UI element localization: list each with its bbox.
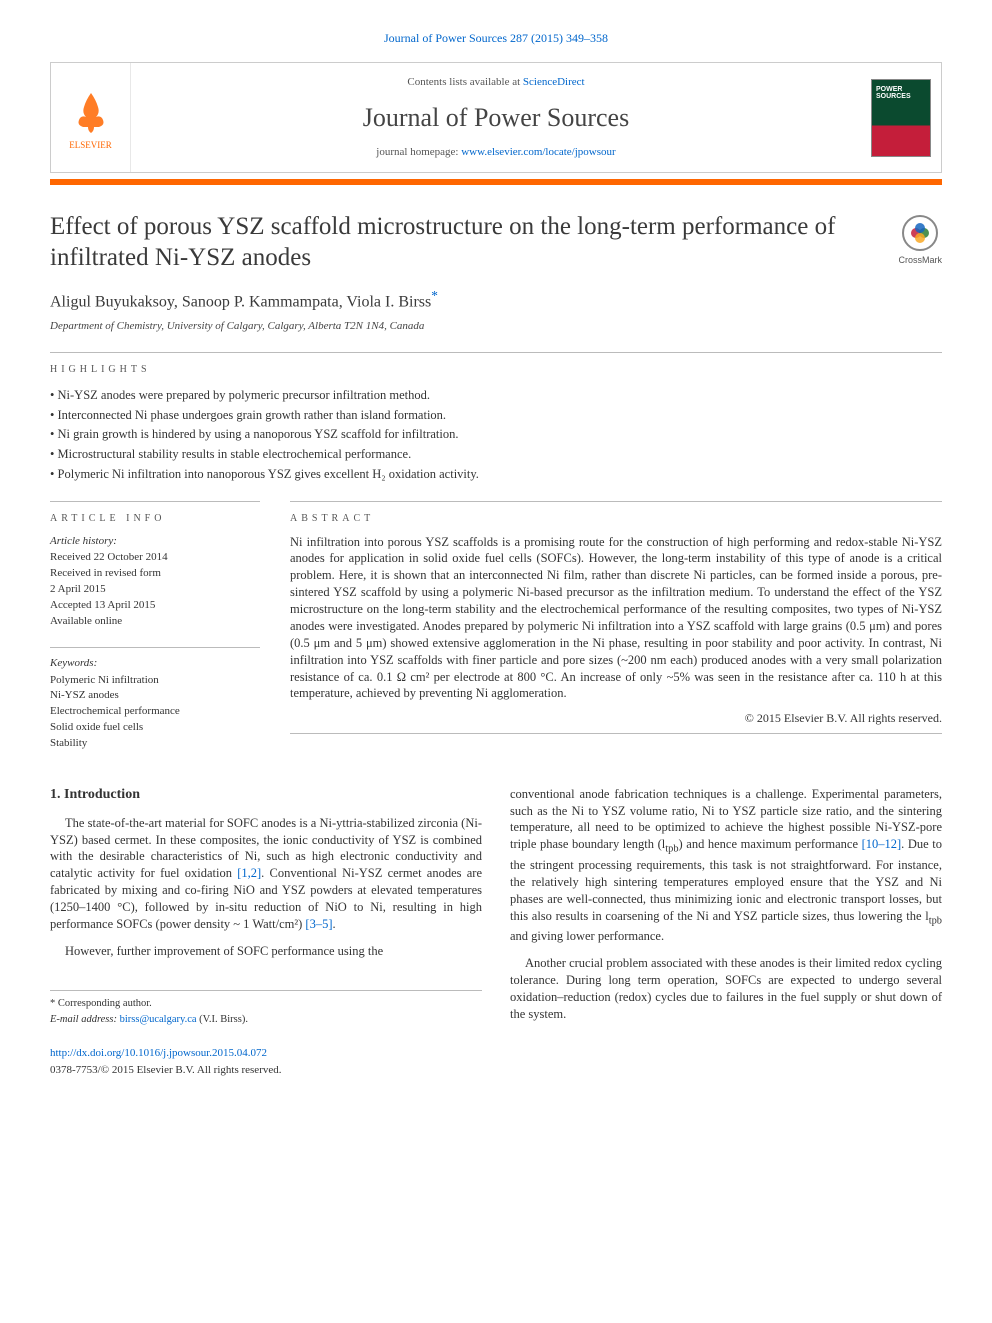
history-heading: Article history: [50,534,260,549]
footnote-block: * Corresponding author. E-mail address: … [50,990,482,1027]
keywords-block: Keywords: Polymeric Ni infiltration Ni-Y… [50,647,260,751]
accent-bar [50,179,942,185]
keyword: Polymeric Ni infiltration [50,673,260,688]
contents-available-line: Contents lists available at ScienceDirec… [141,75,851,90]
keywords-heading: Keywords: [50,656,260,671]
header-center: Contents lists available at ScienceDirec… [131,63,861,172]
crossmark-label: CrossMark [898,254,942,266]
abstract-block: ABSTRACT Ni infiltration into porous YSZ… [290,501,942,752]
subscript: tpb [929,915,942,926]
journal-cover-thumbnail[interactable] [861,63,941,172]
homepage-prefix: journal homepage: [376,146,461,158]
authors-text: Aligul Buyukaksoy, Sanoop P. Kammampata,… [50,294,431,311]
history-line: Available online [50,614,260,629]
divider [50,352,942,353]
history-line: Received in revised form [50,566,260,581]
issn-copyright-line: 0378-7753/© 2015 Elsevier B.V. All right… [50,1063,942,1078]
highlights-list: Ni-YSZ anodes were prepared by polymeric… [50,387,942,483]
email-suffix: (V.I. Birss). [197,1014,248,1025]
history-line: Accepted 13 April 2015 [50,598,260,613]
publisher-name: ELSEVIER [69,139,112,151]
highlight-item: Interconnected Ni phase undergoes grain … [50,407,942,424]
abstract-label: ABSTRACT [290,501,942,526]
footer-metadata: http://dx.doi.org/10.1016/j.jpowsour.201… [50,1046,942,1078]
highlights-label: HIGHLIGHTS [50,363,942,377]
body-column-left: 1. Introduction The state-of-the-art mat… [50,786,482,1033]
text-run: . [332,917,335,931]
copyright-line: © 2015 Elsevier B.V. All rights reserved… [290,710,942,726]
subscript: tpb [665,844,678,855]
article-info-label: ARTICLE INFO [50,501,260,526]
section-heading-introduction: 1. Introduction [50,786,482,805]
highlight-item: Microstructural stability results in sta… [50,446,942,463]
corresponding-marker: * [431,288,438,303]
body-paragraph: The state-of-the-art material for SOFC a… [50,815,482,933]
keyword: Stability [50,736,260,751]
crossmark-badge[interactable]: CrossMark [898,215,942,266]
journal-name: Journal of Power Sources [141,100,851,135]
body-paragraph: Another crucial problem associated with … [510,955,942,1023]
sciencedirect-link[interactable]: ScienceDirect [523,76,585,88]
article-body: 1. Introduction The state-of-the-art mat… [50,786,942,1033]
reference-link[interactable]: [10–12] [862,837,902,851]
highlight-item: Polymeric Ni infiltration into nanoporou… [50,466,942,483]
keyword: Electrochemical performance [50,704,260,719]
citation-line: Journal of Power Sources 287 (2015) 349–… [50,30,942,46]
author-email-link[interactable]: birss@ucalgary.ca [120,1014,197,1025]
highlight-item: Ni-YSZ anodes were prepared by polymeric… [50,387,942,404]
abstract-text: Ni infiltration into porous YSZ scaffold… [290,534,942,703]
author-list: Aligul Buyukaksoy, Sanoop P. Kammampata,… [50,287,942,313]
text-run: ) and hence maximum performance [679,837,862,851]
reference-link[interactable]: [3–5] [305,917,332,931]
keyword: Ni-YSZ anodes [50,688,260,703]
body-paragraph: conventional anode fabrication technique… [510,786,942,945]
doi-link[interactable]: http://dx.doi.org/10.1016/j.jpowsour.201… [50,1047,267,1059]
cover-image [871,79,931,157]
reference-link[interactable]: [1,2] [237,866,261,880]
affiliation: Department of Chemistry, University of C… [50,319,942,334]
body-paragraph: However, further improvement of SOFC per… [50,943,482,960]
divider [290,733,942,734]
email-line: E-mail address: birss@ucalgary.ca (V.I. … [50,1013,482,1027]
email-label: E-mail address: [50,1014,120,1025]
crossmark-icon [902,215,938,251]
elsevier-tree-icon [66,85,116,135]
history-line: 2 April 2015 [50,582,260,597]
history-line: Received 22 October 2014 [50,550,260,565]
journal-homepage-line: journal homepage: www.elsevier.com/locat… [141,145,851,160]
journal-homepage-link[interactable]: www.elsevier.com/locate/jpowsour [461,146,615,158]
keyword: Solid oxide fuel cells [50,720,260,735]
article-info-block: ARTICLE INFO Article history: Received 2… [50,501,260,752]
corresponding-author-label: * Corresponding author. [50,997,482,1011]
article-title: Effect of porous YSZ scaffold microstruc… [50,211,878,274]
body-column-right: conventional anode fabrication technique… [510,786,942,1033]
highlight-item: Ni grain growth is hindered by using a n… [50,426,942,443]
publisher-logo[interactable]: ELSEVIER [51,63,131,172]
contents-prefix: Contents lists available at [407,76,522,88]
journal-header: ELSEVIER Contents lists available at Sci… [50,62,942,173]
text-run: and giving lower performance. [510,929,664,943]
